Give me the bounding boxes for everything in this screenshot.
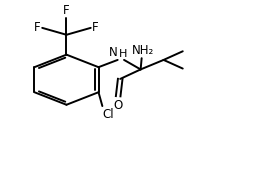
Text: Cl: Cl bbox=[103, 108, 115, 121]
Text: F: F bbox=[63, 4, 70, 18]
Text: F: F bbox=[34, 21, 41, 34]
Text: H: H bbox=[119, 49, 127, 59]
Text: O: O bbox=[114, 99, 123, 112]
Text: N: N bbox=[108, 46, 117, 59]
Text: NH₂: NH₂ bbox=[132, 44, 154, 57]
Text: F: F bbox=[92, 21, 99, 34]
